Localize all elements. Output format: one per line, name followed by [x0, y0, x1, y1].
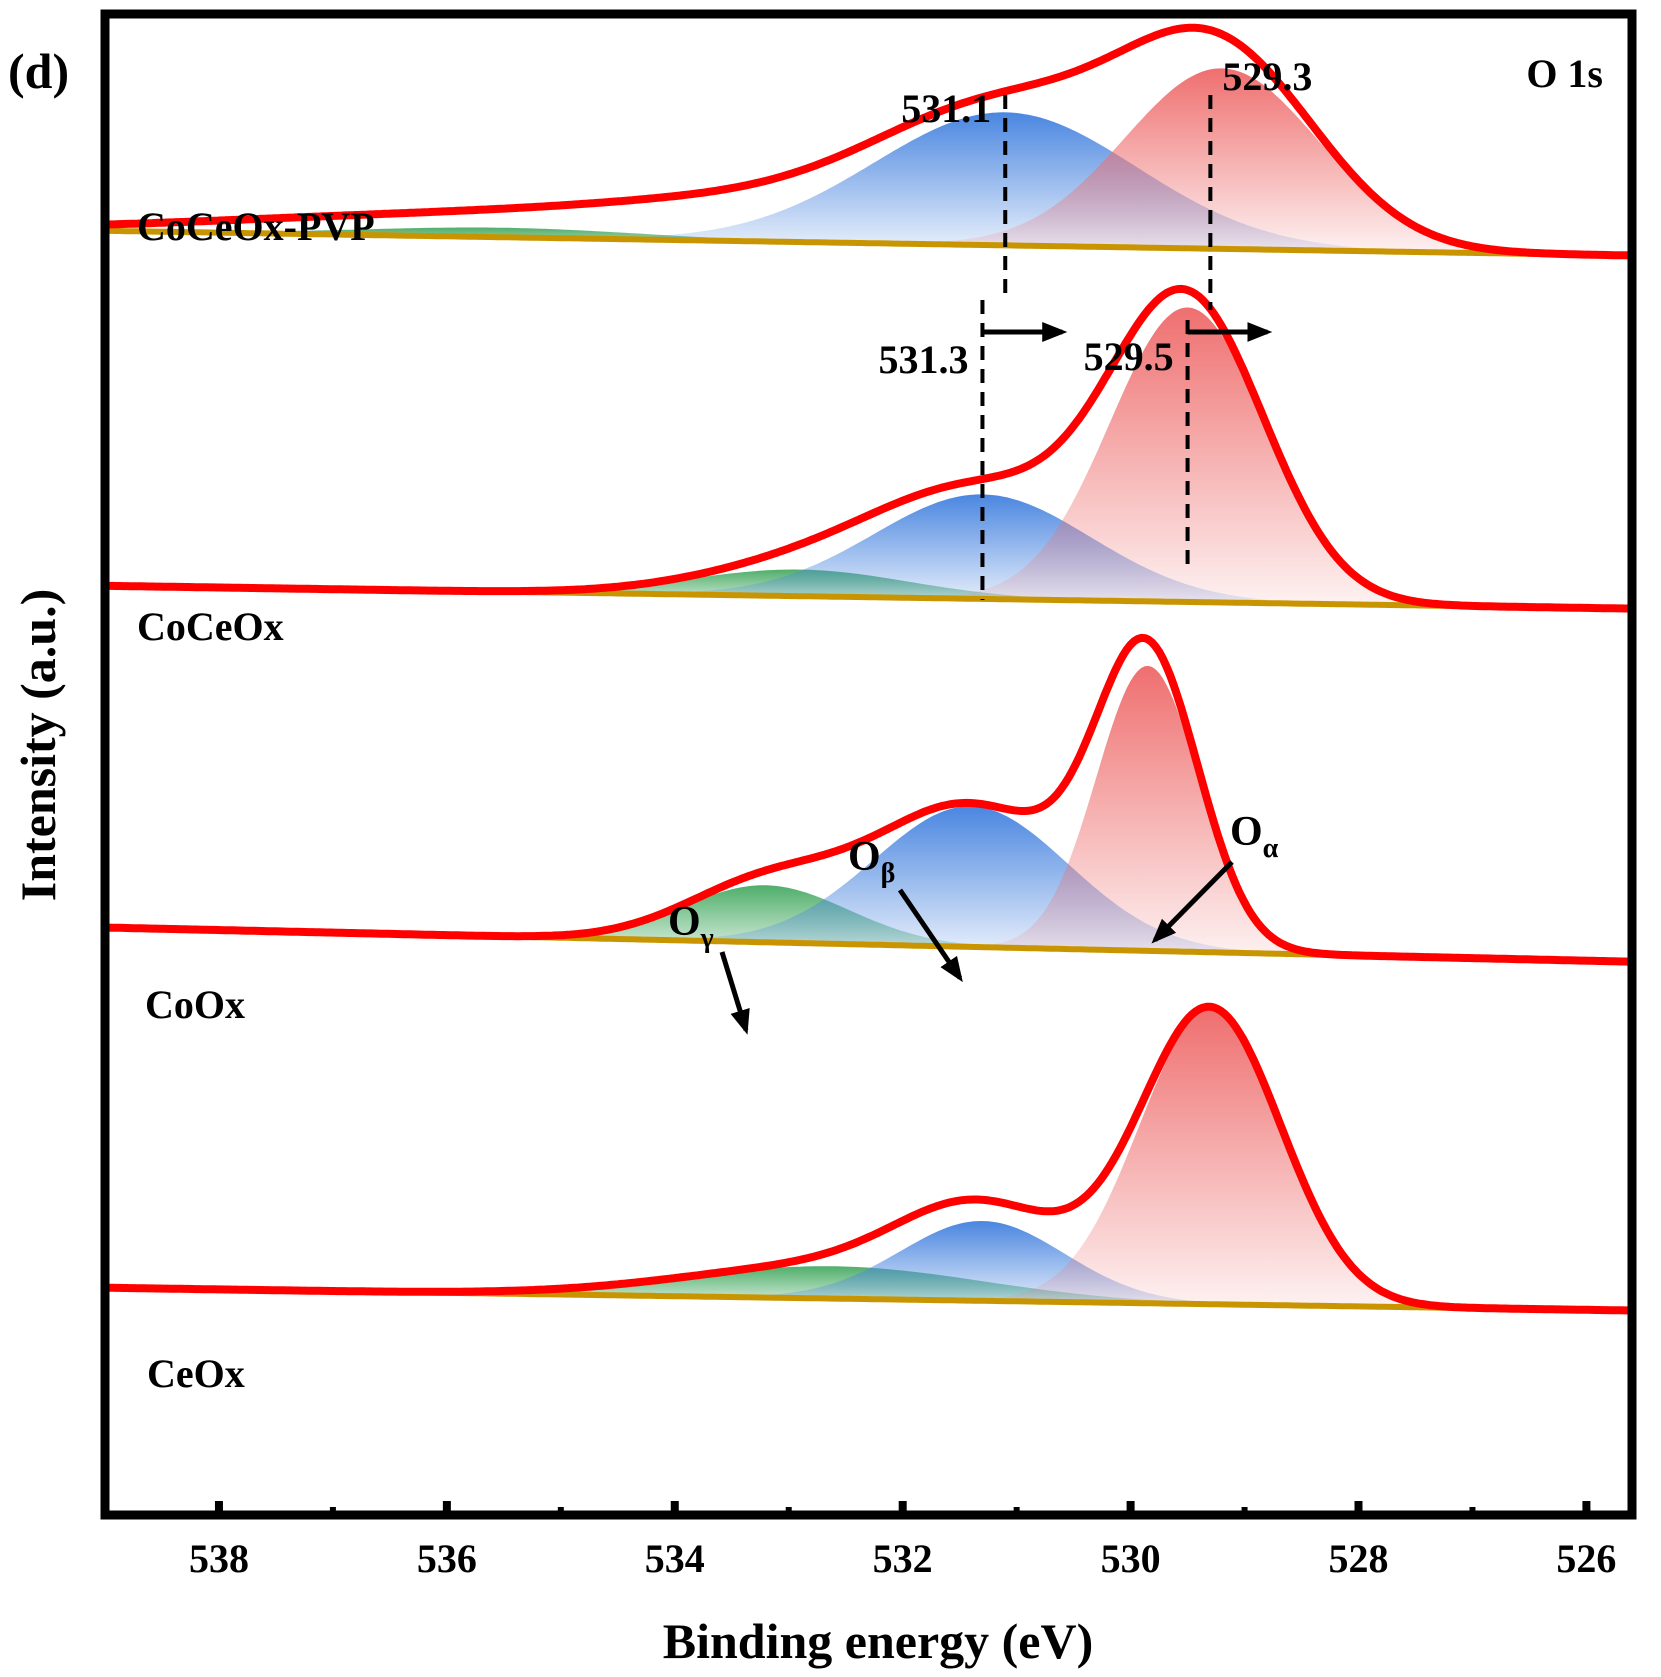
- envelope-line-ceox: [104, 1002, 1633, 1315]
- x-tick-label: 538: [189, 1536, 249, 1581]
- envelope-line-coceox: [104, 284, 1633, 613]
- y-axis-label: Intensity (a.u.): [10, 589, 66, 902]
- frame-layer: [100, 9, 1637, 1520]
- peak-o-beta-ceox: [105, 1221, 1632, 1311]
- series-label-coceox-pvp: CoCeOx-PVP: [137, 204, 375, 249]
- series-layer: [104, 23, 1633, 1315]
- peak-o-alpha-coceox-pvp: [105, 68, 1632, 256]
- x-tick-label: 534: [645, 1536, 705, 1581]
- chart-title: O 1s: [1526, 51, 1603, 96]
- peak-position-label: 529.3: [1222, 54, 1312, 99]
- series-coceox: [104, 284, 1633, 613]
- series-coox: [104, 633, 1633, 966]
- panel-label: (d): [8, 43, 69, 99]
- x-tick-label: 526: [1556, 1536, 1616, 1581]
- x-tick-label: 528: [1329, 1536, 1389, 1581]
- series-label-ceox: CeOx: [147, 1351, 245, 1396]
- peak-o-alpha-coceox: [105, 307, 1632, 609]
- series-label-coox: CoOx: [145, 982, 245, 1027]
- envelope-line-coox: [104, 633, 1633, 966]
- component-label-o-gamma: Oγ: [668, 899, 714, 954]
- component-label-o-alpha: Oα: [1230, 809, 1279, 864]
- series-ceox: [104, 1002, 1633, 1315]
- annotation-layer: [719, 95, 1273, 1035]
- plot-frame: [100, 9, 1637, 1520]
- peak-position-label: 529.5: [1084, 334, 1174, 379]
- component-label-o-beta: Oβ: [848, 834, 895, 889]
- x-tick-label: 530: [1101, 1536, 1161, 1581]
- peak-o-beta-coceox-pvp: [105, 112, 1632, 256]
- x-axis-label: Binding energy (eV): [663, 1613, 1094, 1669]
- text-layer: (d) O 1s Binding energy (eV) Intensity (…: [8, 43, 1616, 1669]
- component-arrow: [897, 888, 963, 983]
- x-tick-label: 536: [417, 1536, 477, 1581]
- peak-position-label: 531.3: [878, 337, 968, 382]
- background-line-coceox-pvp: [104, 227, 1633, 259]
- series-coceox-pvp: [104, 23, 1633, 260]
- peak-o-beta-coox: [105, 806, 1632, 962]
- x-tick-label: 532: [873, 1536, 933, 1581]
- peak-position-label: 531.1: [901, 86, 991, 131]
- component-arrow: [1151, 860, 1234, 944]
- series-label-coceox: CoCeOx: [137, 604, 284, 649]
- peak-o-beta-coceox: [105, 494, 1632, 609]
- peak-o-alpha-ceox: [105, 1009, 1632, 1311]
- envelope-line-coceox-pvp: [104, 23, 1633, 260]
- component-arrow: [719, 951, 750, 1035]
